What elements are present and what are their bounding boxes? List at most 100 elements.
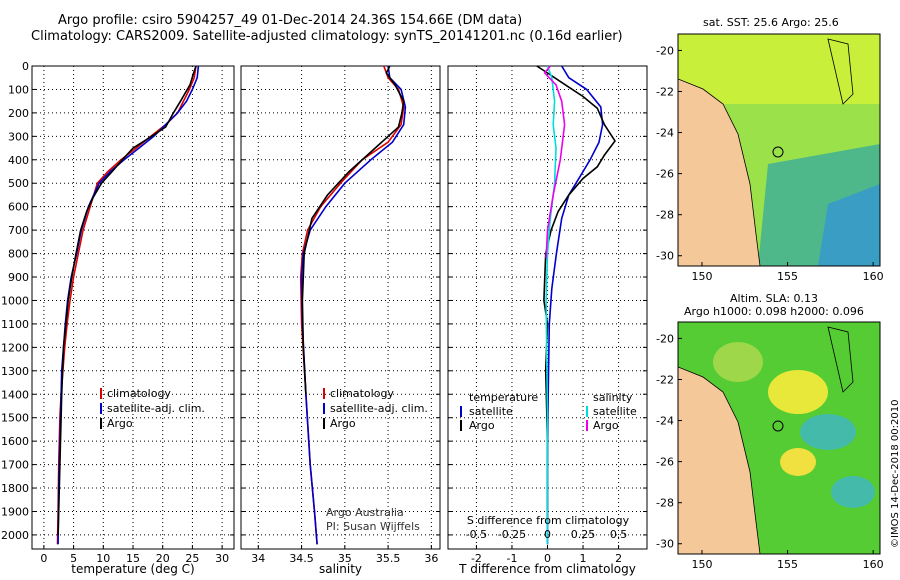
map-x-tick-label: 160 (863, 270, 884, 283)
x-tick-label: 34.5 (289, 552, 314, 565)
legend-label: Argo (330, 417, 356, 430)
y-tick-label: 1000 (1, 294, 29, 307)
legend-label: satellite-adj. clim. (330, 402, 428, 415)
legend-title-salinity: salinity (593, 391, 633, 404)
map-y-tick-label: -28 (656, 497, 674, 510)
y-tick-label: 1500 (1, 412, 29, 425)
series-line-climatology (299, 65, 405, 545)
credit-pi: PI: Susan Wijffels (326, 520, 420, 533)
legend-label: Argo (469, 419, 495, 432)
land-australia (678, 78, 761, 266)
header-line-1: Argo profile: csiro 5904257_49 01-Dec-20… (58, 13, 523, 28)
series-line-climatology (56, 65, 197, 545)
y-tick-label: 1700 (1, 459, 29, 472)
y-tick-label: 1200 (1, 341, 29, 354)
plot-frame (240, 65, 441, 550)
series-line-temperature-argo (536, 65, 616, 524)
x-tick-label: 0 (40, 552, 47, 565)
series-line-temperature-satellite (546, 65, 604, 545)
x-tick-label: 0 (544, 552, 551, 565)
y-tick-label: 1400 (1, 388, 29, 401)
map-y-tick-label: -24 (656, 415, 674, 428)
x-tick-label: 2 (615, 552, 622, 565)
x-axis-label: T difference from climatology (458, 562, 636, 576)
sla-high (780, 448, 816, 476)
legend-label: Argo (107, 417, 133, 430)
header-line-2: Climatology: CARS2009. Satellite-adjuste… (31, 29, 623, 44)
secondary-x-tick-label: -0.5 (466, 528, 487, 541)
series-line-satellite-adj-clim- (57, 65, 200, 545)
y-tick-label: 2000 (1, 529, 29, 542)
land-australia (678, 366, 761, 554)
map-x-tick-label: 160 (863, 558, 884, 571)
series-line-satellite-adj-clim- (300, 65, 407, 545)
map-y-tick-label: -30 (656, 538, 674, 551)
y-tick-label: 1600 (1, 435, 29, 448)
secondary-x-tick-label: 0.25 (571, 528, 596, 541)
map-y-tick-label: -22 (656, 85, 674, 98)
map-sla-title-1: Altim. SLA: 0.13 (730, 292, 819, 305)
x-tick-label: 25 (185, 552, 199, 565)
secondary-x-tick-label: -0.25 (498, 528, 526, 541)
y-tick-label: 700 (8, 224, 29, 237)
map-sst-title: sat. SST: 25.6 Argo: 25.6 (703, 16, 839, 29)
map-y-tick-label: -26 (656, 456, 674, 469)
legend-label: satellite (593, 405, 637, 418)
reef-contour (827, 326, 854, 393)
x-tick-label: 20 (156, 552, 170, 565)
credit-org: Argo Australia (326, 506, 404, 519)
legend-label: climatology (107, 387, 171, 400)
x-axis-label: temperature (deg C) (71, 562, 194, 576)
legend-title-temperature: temperature (469, 391, 538, 404)
map-sst: 150 155 160 -20 -22 -24 -26 -28 -30 (656, 33, 884, 283)
reef-contour (827, 38, 854, 105)
series-line-argo (301, 65, 405, 395)
cold-region (818, 184, 880, 266)
x-tick-label: -1 (506, 552, 517, 565)
y-tick-label: 0 (22, 60, 29, 73)
secondary-x-axis-label: S difference from climatology (467, 514, 630, 527)
y-tick-label: 200 (8, 107, 29, 120)
map-y-tick-label: -24 (656, 127, 674, 140)
x-tick-label: 35.5 (376, 552, 401, 565)
y-tick-label: 100 (8, 83, 29, 96)
series-line-salinity-argo (543, 65, 566, 259)
map-frame (677, 321, 881, 555)
map-field (678, 34, 880, 266)
x-tick-label: 34 (251, 552, 265, 565)
series-line-salinity-satellite (545, 65, 557, 545)
x-tick-label: 36 (424, 552, 438, 565)
map-sla: 150 155 160 -20 -22 -24 -26 -28 -30 (656, 321, 884, 571)
chart-panel-1: 0 5 10 15 20 25 300100200300400500600700800900… (1, 60, 235, 576)
legend-label: satellite (469, 405, 513, 418)
x-tick-label: 10 (96, 552, 110, 565)
y-tick-label: 1300 (1, 365, 29, 378)
legend-label: satellite-adj. clim. (107, 402, 205, 415)
map-x-tick-label: 155 (777, 558, 798, 571)
sla-low (831, 476, 875, 508)
argo-float-marker (772, 146, 784, 158)
y-tick-label: 600 (8, 201, 29, 214)
map-y-tick-label: -20 (656, 44, 674, 57)
sla-low (800, 414, 856, 450)
x-tick-label: -2 (471, 552, 482, 565)
map-y-tick-label: -28 (656, 209, 674, 222)
map-x-tick-label: 150 (691, 558, 712, 571)
y-tick-label: 900 (8, 271, 29, 284)
map-frame (677, 33, 881, 267)
chart-panel-2: 34 34.5 35 35.5 36 salinity (240, 65, 441, 576)
x-tick-label: 35 (338, 552, 352, 565)
sla-mid (713, 342, 763, 382)
y-tick-label: 800 (8, 248, 29, 261)
map-field (678, 322, 880, 554)
x-tick-label: 5 (70, 552, 77, 565)
secondary-x-tick-label: 0 (544, 528, 551, 541)
sla-high (768, 370, 828, 414)
x-tick-label: 15 (126, 552, 140, 565)
y-tick-label: 500 (8, 177, 29, 190)
map-y-tick-label: -20 (656, 332, 674, 345)
map-y-tick-label: -22 (656, 373, 674, 386)
map-sla-title-2: Argo h1000: 0.098 h2000: 0.096 (684, 305, 864, 318)
